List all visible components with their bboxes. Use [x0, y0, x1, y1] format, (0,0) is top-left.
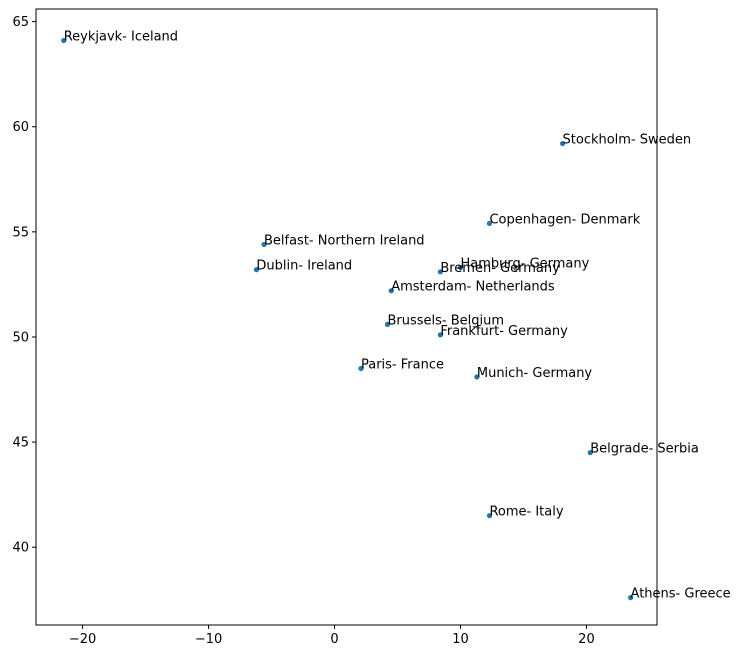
- data-point: [388, 288, 394, 294]
- x-tick-label: 0: [330, 632, 338, 647]
- data-point: [261, 241, 267, 248]
- x-tick-label: −10: [195, 632, 222, 647]
- y-tick-label: 45: [12, 436, 29, 451]
- data-point: [358, 365, 364, 372]
- point-label: Dublin- Ireland: [256, 259, 352, 274]
- x-tick-label: −20: [69, 632, 96, 647]
- data-point: [486, 513, 493, 519]
- data-point: [587, 450, 593, 456]
- y-tick-label: 50: [12, 330, 29, 345]
- point-label: Copenhagen- Denmark: [489, 212, 640, 227]
- data-point: [486, 220, 493, 227]
- point-labels: Reykjavk- Iceland Stockholm- Sweden Copenh…: [64, 30, 731, 602]
- point-label: Athens- Greece: [631, 587, 731, 602]
- data-point: [437, 332, 443, 338]
- point-label: Frankfurt- Germany: [440, 324, 568, 339]
- point-label: Amsterdam- Netherlands: [391, 280, 555, 295]
- y-tick-label: 60: [12, 120, 29, 135]
- point-label: Brussels- Belgium: [387, 313, 504, 328]
- data-point: [559, 140, 566, 147]
- data-points: [61, 37, 634, 601]
- x-axis: −20 −10 0 10 20: [69, 625, 595, 647]
- point-label: Stockholm- Sweden: [563, 133, 692, 148]
- y-tick-label: 55: [12, 225, 29, 240]
- data-point: [474, 374, 480, 380]
- point-label: Belfast- Northern Ireland: [264, 233, 425, 248]
- x-tick-label: 20: [578, 632, 595, 647]
- x-tick-label: 10: [452, 632, 469, 647]
- plot-frame: [35, 8, 658, 626]
- data-point: [457, 264, 464, 271]
- data-point: [61, 37, 67, 44]
- point-label: Hamburg- Germany: [460, 257, 589, 272]
- plot-area: [36, 9, 657, 625]
- y-tick-label: 65: [12, 15, 29, 30]
- y-axis: 40 45 50 55 60 65: [12, 15, 36, 556]
- data-point: [384, 321, 391, 327]
- point-label: Belgrade- Serbia: [590, 442, 699, 457]
- data-point: [253, 267, 260, 273]
- point-label: Reykjavk- Iceland: [64, 30, 178, 45]
- point-label: Rome- Italy: [489, 505, 563, 520]
- point-label: Bremen- Germany: [440, 261, 560, 276]
- point-label: Paris- France: [361, 358, 444, 373]
- data-point: [627, 595, 634, 601]
- y-tick-label: 40: [12, 541, 29, 556]
- data-point: [437, 269, 443, 275]
- point-label: Munich- Germany: [477, 366, 593, 381]
